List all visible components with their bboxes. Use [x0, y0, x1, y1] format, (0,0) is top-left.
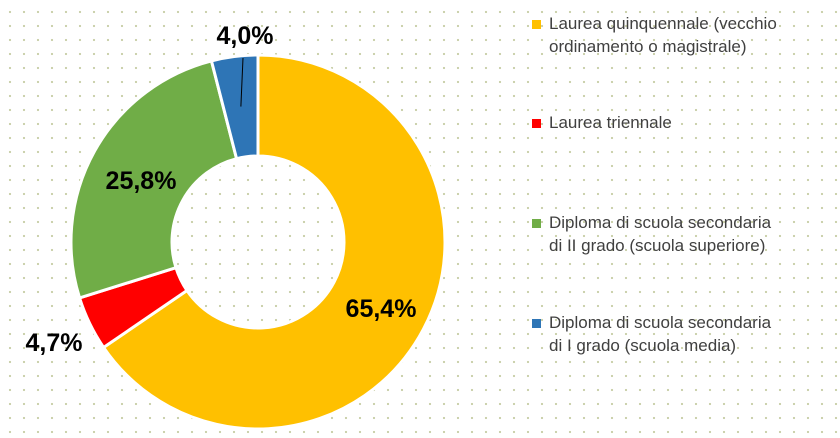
legend-item-diploma-ii-grado: Diploma di scuola secondaria di II grado… [532, 211, 771, 257]
legend-label-line1: Diploma di scuola secondaria [549, 313, 772, 332]
legend-swatch-blue [532, 319, 541, 328]
legend-swatch-green [532, 219, 541, 228]
data-label-65-4: 65,4% [346, 295, 417, 323]
legend-item-diploma-i-grado: Diploma di scuola secondaria di I grado … [532, 311, 771, 357]
legend-label-line2: di II grado (scuola superiore) [549, 236, 766, 255]
legend-item-laurea-quinquennale: Laurea quinquennale (vecchio ordinamento… [532, 12, 777, 58]
slice-laurea-quinquennale [101, 53, 447, 431]
legend: Laurea quinquennale (vecchio ordinamento… [532, 0, 837, 438]
data-label-25-8: 25,8% [106, 167, 177, 195]
slice-diploma-i-grado [209, 53, 260, 161]
legend-label-line2: di I grado (scuola media) [549, 336, 737, 355]
legend-label-line1: Laurea triennale [549, 113, 672, 132]
legend-swatch-red [532, 119, 541, 128]
legend-label-line1: Diploma di scuola secondaria [549, 213, 772, 232]
legend-label-line2: ordinamento o magistrale) [549, 37, 747, 56]
legend-label-line1: Laurea quinquennale (vecchio [549, 14, 777, 33]
legend-swatch-yellow [532, 20, 541, 29]
leader-line-4-0 [240, 57, 244, 107]
legend-item-laurea-triennale: Laurea triennale [532, 111, 672, 134]
slice-diploma-ii-grado [69, 59, 239, 300]
data-label-4-0: 4,0% [217, 22, 274, 50]
data-label-4-7: 4,7% [26, 329, 83, 357]
